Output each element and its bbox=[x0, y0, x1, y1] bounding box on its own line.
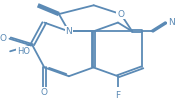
Text: O: O bbox=[41, 88, 48, 97]
Text: N: N bbox=[65, 27, 72, 36]
Text: HO: HO bbox=[17, 47, 30, 56]
Text: F: F bbox=[115, 91, 121, 99]
Text: O: O bbox=[0, 34, 7, 43]
Text: N: N bbox=[168, 18, 174, 27]
Text: O: O bbox=[117, 10, 124, 19]
